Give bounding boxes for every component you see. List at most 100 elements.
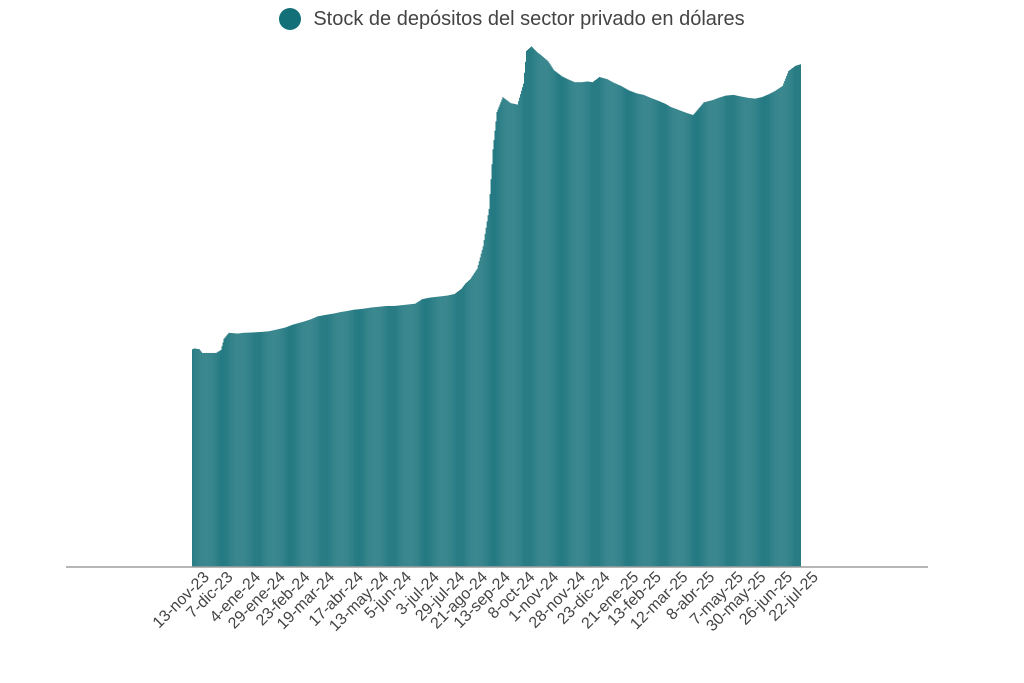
bar [484, 233, 486, 568]
bar [732, 94, 733, 567]
bar [325, 314, 326, 567]
bar [305, 320, 307, 567]
bar [665, 103, 666, 567]
bar [766, 94, 768, 568]
bar [604, 78, 606, 568]
bar [625, 88, 627, 567]
bar [427, 297, 429, 567]
bar [259, 332, 260, 567]
bar [286, 326, 288, 567]
bar [679, 110, 681, 568]
bar [800, 64, 801, 567]
bar [481, 250, 483, 567]
bar [232, 333, 234, 567]
bar [193, 348, 195, 567]
bar [630, 91, 632, 567]
bar [258, 332, 259, 567]
bar [580, 82, 582, 568]
bar [411, 304, 413, 567]
bar [602, 78, 604, 568]
bar [621, 86, 623, 567]
bar [307, 320, 309, 567]
bar [762, 96, 764, 567]
bar [455, 293, 457, 567]
bar [309, 319, 311, 567]
bar [370, 307, 372, 567]
bar [531, 47, 533, 567]
bar [335, 312, 337, 567]
bar [509, 102, 511, 567]
bar [510, 103, 512, 567]
bar [327, 314, 328, 567]
bar [378, 306, 380, 567]
bar [618, 85, 620, 567]
bar [311, 318, 313, 567]
bar [733, 95, 735, 567]
bar [285, 327, 287, 567]
bar [487, 215, 489, 567]
bar [768, 94, 770, 567]
bar [294, 324, 296, 567]
bar [317, 316, 319, 567]
bar [269, 330, 271, 567]
bar [253, 332, 254, 567]
bar [265, 331, 267, 567]
bar [526, 50, 527, 567]
bar [777, 89, 779, 567]
bar [692, 115, 694, 568]
bar [706, 101, 708, 567]
bar [284, 327, 286, 567]
bar [211, 352, 213, 567]
bar [723, 96, 725, 568]
bar [432, 297, 434, 567]
bar [255, 332, 256, 567]
bar [578, 82, 580, 568]
bar [699, 107, 701, 567]
bar [301, 322, 303, 567]
bar [798, 64, 799, 568]
bar [279, 328, 281, 567]
bar [690, 114, 692, 567]
bar [590, 81, 592, 567]
bar [382, 306, 384, 567]
bar [300, 322, 302, 567]
bar [434, 297, 436, 567]
bar [492, 149, 494, 567]
bar [774, 91, 776, 567]
bar [643, 94, 645, 567]
bar [571, 80, 573, 568]
bar [236, 333, 238, 567]
bar [473, 273, 475, 567]
bar [781, 86, 783, 567]
bar [652, 98, 654, 568]
bar [547, 61, 549, 567]
bar [726, 95, 728, 567]
bar [557, 73, 559, 567]
bar [607, 79, 609, 567]
bar [454, 294, 456, 567]
bar [572, 81, 574, 568]
bar [622, 87, 624, 567]
bar [278, 328, 280, 567]
bar [428, 297, 430, 567]
bar [518, 101, 520, 567]
bar [594, 80, 595, 567]
bar [675, 109, 677, 567]
bar [490, 179, 492, 568]
bar [214, 352, 216, 567]
bar [452, 294, 454, 567]
bar [485, 227, 487, 567]
bar [592, 82, 593, 568]
bar [540, 55, 542, 568]
bar [386, 305, 388, 567]
bar [546, 60, 548, 567]
bar [456, 292, 457, 567]
bar [199, 350, 201, 567]
bar [277, 329, 279, 567]
bar [213, 352, 215, 567]
bar [249, 332, 251, 567]
bar [702, 103, 704, 568]
bar [589, 81, 591, 567]
bar [532, 48, 534, 567]
bar [655, 99, 657, 568]
